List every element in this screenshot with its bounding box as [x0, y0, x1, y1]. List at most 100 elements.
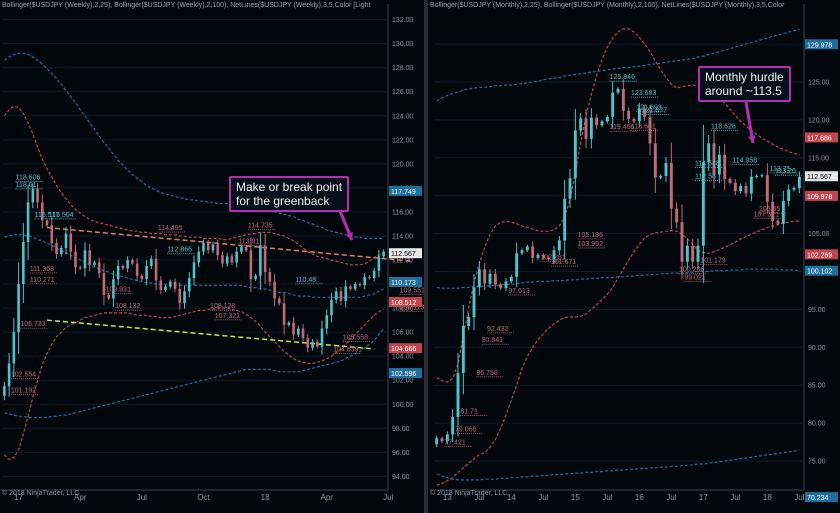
weekly-candle — [26, 202, 30, 242]
weekly-candle — [349, 286, 352, 289]
monthly-candle — [488, 273, 492, 284]
monthly-price-tag — [805, 171, 838, 182]
monthly-candle — [515, 253, 519, 277]
monthly-level-label: 99.021 — [684, 274, 706, 281]
monthly-y-tick-label: 115.00 — [808, 155, 829, 162]
monthly-candle — [541, 254, 545, 258]
monthly-level-label: 121.677 — [642, 108, 667, 115]
weekly-candle — [273, 281, 276, 299]
monthly-callout-line1: Monthly hurdle — [705, 70, 784, 84]
weekly-level-label: 114.495 — [158, 225, 183, 232]
weekly-candle — [221, 255, 224, 264]
monthly-candle — [797, 176, 801, 189]
weekly-candle — [183, 291, 186, 304]
monthly-level-label: 125.846 — [610, 74, 635, 81]
weekly-chart-svg: 94.00 96.00 98.00 100.00 102.00 104.00 106.00 1… — [0, 4, 424, 502]
monthly-level-label: 103.992 — [578, 241, 603, 248]
monthly-candle — [712, 143, 716, 175]
monthly-level-label: 118.626 — [711, 123, 736, 130]
weekly-candle — [320, 328, 324, 347]
weekly-candle — [240, 246, 243, 252]
weekly-trendline-upper — [46, 226, 413, 262]
monthly-level-label: 101.671 — [551, 259, 576, 266]
weekly-candle — [372, 270, 376, 279]
weekly-candle — [45, 220, 49, 226]
monthly-candle — [744, 185, 748, 194]
weekly-level-label: 107.321 — [215, 313, 240, 320]
weekly-x-tick-label: Apr — [321, 493, 334, 502]
monthly-bb25-lower — [436, 220, 800, 486]
monthly-x-tick-label: 14 — [507, 493, 516, 502]
monthly-candle — [643, 108, 647, 117]
monthly-candle — [627, 110, 631, 120]
monthly-candle — [461, 326, 465, 374]
monthly-candle — [563, 198, 567, 241]
weekly-y-tick-label: 130.00 — [392, 41, 414, 48]
weekly-price-tag — [389, 296, 422, 307]
monthly-level-label: 100.286 — [679, 267, 704, 274]
monthly-candle — [493, 273, 497, 285]
weekly-x-tick-label: Oct — [197, 493, 210, 502]
weekly-candle — [154, 258, 158, 281]
monthly-level-label: 97.613 — [508, 288, 530, 295]
monthly-price-tag-label: 129.978 — [807, 42, 832, 49]
weekly-level-label: 108.113 — [400, 304, 424, 311]
monthly-candle — [691, 245, 695, 262]
weekly-candle — [93, 262, 96, 265]
weekly-y-tick-label: 96.00 — [392, 450, 410, 457]
weekly-candle — [36, 189, 39, 203]
monthly-candle — [685, 245, 689, 262]
weekly-candle — [7, 363, 11, 387]
monthly-price-tag — [805, 39, 838, 50]
monthly-candle — [717, 154, 721, 175]
monthly-candle — [573, 130, 577, 179]
monthly-candle — [483, 269, 487, 284]
monthly-price-tag-label: 112.567 — [807, 174, 832, 181]
weekly-y-tick-label: 102.00 — [392, 378, 414, 385]
weekly-candle — [363, 276, 366, 286]
weekly-candle — [206, 243, 210, 251]
weekly-candle — [140, 275, 144, 280]
monthly-candle — [451, 417, 455, 435]
weekly-candle — [315, 341, 319, 347]
weekly-candle — [31, 189, 35, 203]
weekly-y-tick-label: 94.00 — [392, 474, 410, 481]
weekly-price-tag-label: 108.512 — [391, 300, 416, 307]
monthly-candle — [547, 257, 551, 260]
weekly-candle — [311, 341, 314, 348]
monthly-indicator-header: Bollinger($USDJPY (Monthly),2,25), Bolli… — [430, 2, 785, 9]
weekly-candle — [235, 251, 238, 263]
weekly-candle — [344, 286, 348, 301]
weekly-level-label: 108.132 — [115, 303, 140, 310]
weekly-y-tick-label: 114.00 — [392, 233, 413, 240]
weekly-level-label: 111.368 — [30, 266, 54, 273]
weekly-candle — [339, 291, 343, 301]
weekly-price-tag-label: 112.567 — [391, 251, 416, 258]
weekly-y-tick-label: 98.00 — [392, 426, 410, 433]
monthly-x-tick-label: Jul — [602, 493, 612, 502]
monthly-x-tick-label: 13 — [443, 493, 452, 502]
monthly-level-label: 118.601 — [631, 123, 656, 130]
monthly-candle — [707, 143, 711, 163]
monthly-x-tick-label: 17 — [699, 493, 708, 502]
monthly-level-label: 112.58 — [695, 173, 716, 180]
weekly-candle — [268, 272, 272, 282]
weekly-candle — [112, 279, 115, 299]
weekly-bb25-upper — [3, 105, 384, 266]
weekly-y-tick-label: 112.00 — [392, 258, 413, 265]
monthly-y-tick-label: 120.00 — [808, 117, 830, 124]
monthly-callout-arrow-head — [748, 135, 756, 143]
weekly-level-label: 104.639 — [333, 346, 358, 353]
weekly-x-tick-label: 18 — [261, 493, 270, 502]
weekly-candle — [287, 322, 291, 325]
monthly-candle — [755, 175, 759, 177]
monthly-candle — [696, 245, 700, 262]
monthly-level-label: 79.066 — [455, 427, 477, 434]
monthly-x-tick-label: 18 — [763, 493, 772, 502]
monthly-chart-svg: 75.0080.0085.0090.0095.00100.00105.00110… — [430, 4, 838, 503]
monthly-bb100-mid — [436, 268, 800, 289]
monthly-candle — [504, 281, 508, 289]
weekly-trendline-lower — [46, 319, 375, 350]
weekly-candle — [197, 251, 201, 263]
weekly-candle — [244, 246, 248, 251]
